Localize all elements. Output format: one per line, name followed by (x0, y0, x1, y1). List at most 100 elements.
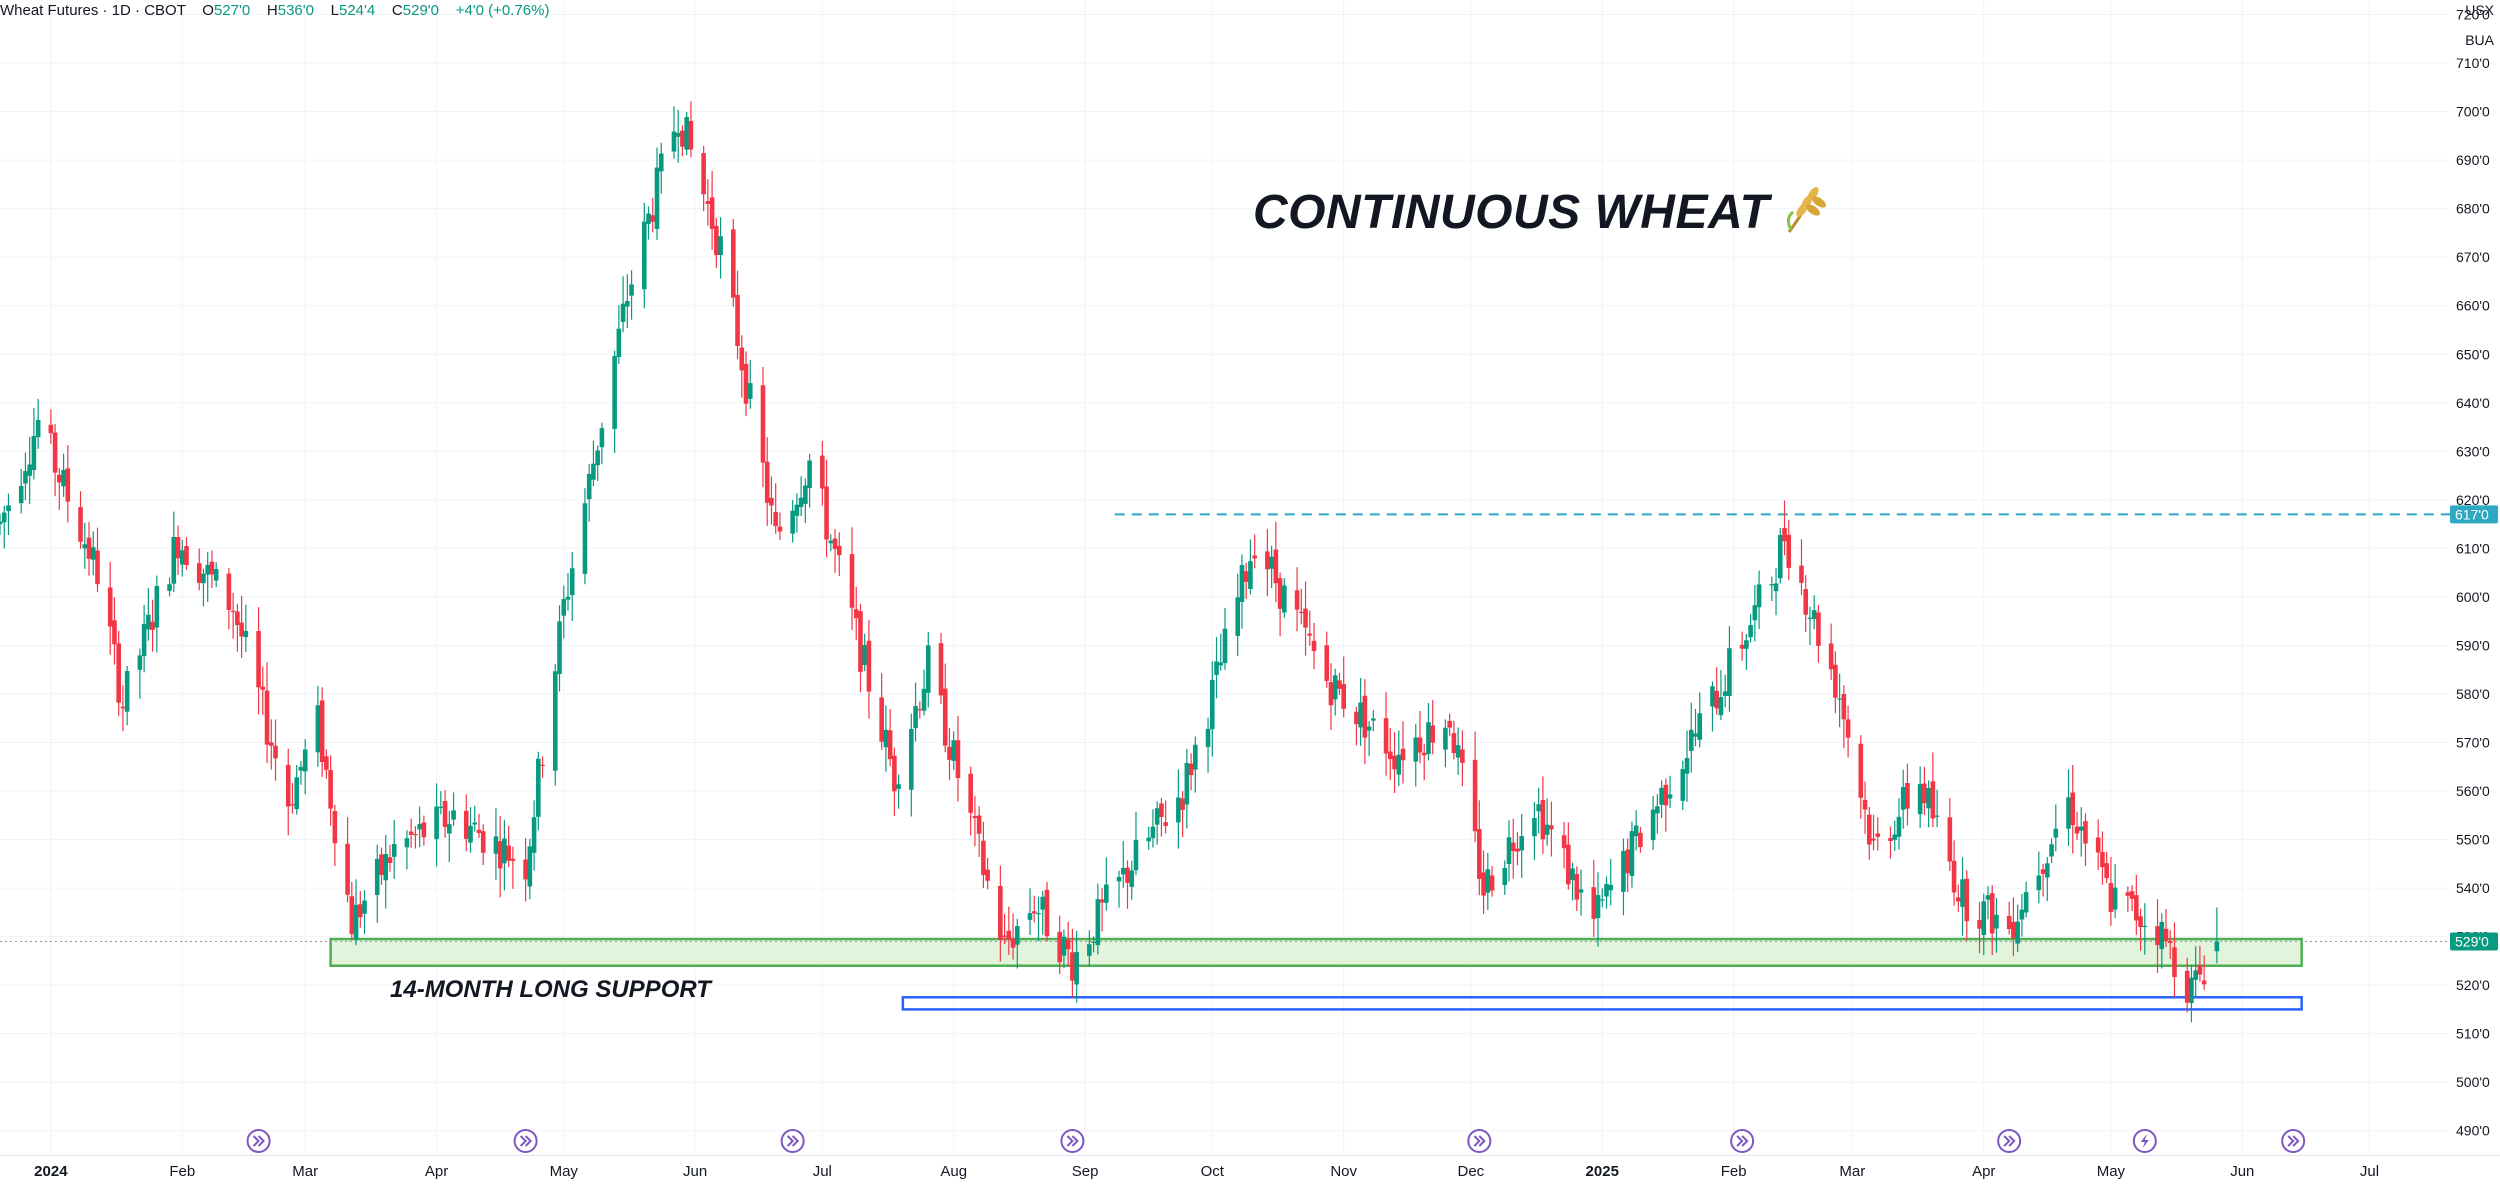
candle-body (798, 497, 804, 508)
event-arrow-icon[interactable] (1467, 1129, 1492, 1153)
time-axis-svg: 2024 Feb Mar Apr May Jun Jul Aug Sep Oct Nov Dec 202… (0, 1155, 2500, 1180)
candle-body (205, 564, 210, 575)
event-arrow-icon[interactable] (1730, 1129, 1755, 1153)
candle-body (1773, 583, 1779, 592)
unit-label[interactable]: BUA (2465, 32, 2494, 48)
arrow-glyph (1066, 1135, 1079, 1147)
candle-body (1756, 584, 1762, 608)
price-tick-label: 670'0 (2456, 249, 2490, 265)
candle-body (345, 843, 350, 895)
candle-body (1091, 941, 1096, 944)
currency-label[interactable]: USX (2465, 2, 2494, 18)
candle-body (510, 858, 516, 861)
candle-body (290, 804, 295, 806)
candle-body (1341, 684, 1346, 709)
candle-body (1269, 556, 1274, 569)
low-value: 524'4 (339, 2, 376, 19)
candle-body (6, 505, 11, 512)
candle-body (2138, 916, 2143, 928)
support-annotation[interactable]: 14-MONTH LONG SUPPORT (390, 976, 711, 1003)
event-arrow-icon[interactable] (513, 1129, 538, 1153)
lightning-event-icon[interactable] (2132, 1129, 2157, 1153)
price-tick-label: 490'0 (2456, 1123, 2490, 1139)
candle-body (1625, 849, 1630, 874)
candle-body (1981, 901, 1987, 936)
headline-annotation[interactable]: CONTINUOUS WHEAT (1253, 182, 1827, 240)
chart-area[interactable] (0, 0, 2450, 1155)
time-tick-label: Nov (1330, 1163, 1357, 1180)
time-tick-label: Apr (425, 1163, 448, 1180)
price-tick-label: 710'0 (2456, 55, 2490, 71)
close-label: C (391, 2, 403, 19)
candle-body (472, 822, 478, 825)
event-arrow-icon[interactable] (1060, 1129, 1085, 1153)
time-axis[interactable]: 2024 Feb Mar Apr May Jun Jul Aug Sep Oct Nov Dec 202… (0, 1155, 2500, 1187)
candle-body (268, 742, 274, 746)
event-arrow-icon[interactable] (246, 1129, 271, 1153)
candle-body (803, 485, 808, 504)
candle-body (1536, 804, 1541, 812)
candle-body (879, 697, 884, 742)
arrow-glyph (519, 1135, 533, 1147)
candle-body (1807, 617, 1813, 619)
candle-body (641, 221, 647, 290)
candle-body (1239, 565, 1245, 602)
price-tick-label: 650'0 (2456, 346, 2490, 362)
candle-body (1328, 682, 1334, 706)
candle-body (243, 631, 249, 638)
candle-body (1, 512, 7, 523)
time-tick-label: Oct (1201, 1163, 1225, 1180)
candle-body (2019, 909, 2025, 920)
symbol-legend[interactable]: Wheat Futures · 1D · CBOT O527'0 H536'0 … (0, 2, 549, 19)
symbol-title[interactable]: Wheat Futures · 1D · CBOT (0, 2, 186, 19)
candle-body (1896, 816, 1902, 837)
candle-body (442, 801, 448, 827)
candle-body (374, 858, 380, 895)
candle-body (260, 686, 266, 690)
candle-body (438, 806, 444, 808)
candle-body (65, 468, 71, 502)
candle-body (391, 844, 397, 857)
candle-body (2011, 921, 2016, 939)
candle-body (408, 831, 414, 835)
current-price-tag (2450, 932, 2498, 951)
candle-body (468, 825, 473, 843)
candle-body (1396, 754, 1402, 775)
candle-body (680, 130, 685, 147)
candle-body (379, 854, 384, 875)
price-tick-label: 500'0 (2456, 1074, 2490, 1090)
candle-body (2074, 826, 2080, 834)
candle-body (235, 611, 240, 625)
candle-body (718, 236, 723, 256)
event-arrow-icon[interactable] (780, 1129, 805, 1153)
price-tick-label: 690'0 (2456, 152, 2490, 168)
candle-body (1358, 702, 1363, 728)
candle-body (1985, 895, 1991, 900)
candle-body (1214, 661, 1219, 675)
candlestick-plot[interactable] (0, 0, 2450, 1155)
time-tick-label: Jun (683, 1163, 707, 1180)
open-value: 527'0 (213, 2, 251, 19)
candle-body (760, 385, 766, 463)
candle-body (1150, 826, 1156, 839)
candle-body (1777, 534, 1783, 579)
candle-body (705, 201, 711, 204)
candle-body (1421, 752, 1427, 756)
price-axis[interactable]: 490'0500'0510'0520'0530'0540'0550'0560'0… (2450, 0, 2500, 1155)
candle-body (1222, 628, 1228, 664)
candle-body (0, 521, 3, 525)
candle-body (1362, 695, 1368, 738)
candle-body (625, 300, 630, 307)
candle-body (1447, 720, 1452, 728)
candle-body (807, 460, 812, 489)
candle-body (2066, 797, 2071, 829)
time-tick-label: Feb (1721, 1163, 1747, 1180)
candle-body (1506, 837, 1512, 864)
candle-body (1282, 585, 1287, 613)
candle-body (1544, 824, 1550, 835)
event-arrow-icon[interactable] (1997, 1129, 2022, 1153)
event-arrow-icon[interactable] (2281, 1129, 2306, 1153)
candle-body (1193, 744, 1198, 770)
candle-body (213, 569, 219, 581)
candle-body (1460, 749, 1465, 763)
